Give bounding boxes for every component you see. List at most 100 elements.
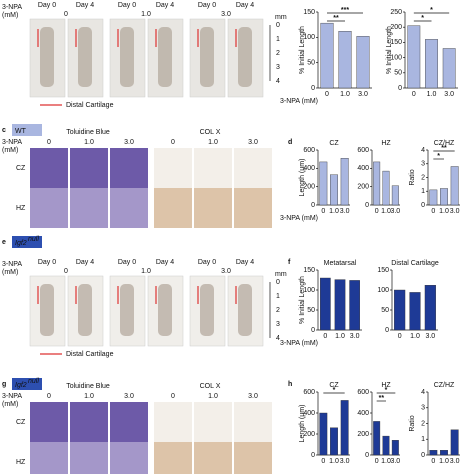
hz-region — [110, 442, 148, 474]
y-axis-label: Ratio — [409, 169, 416, 185]
specimen — [238, 284, 252, 336]
genotype: Igf2 — [15, 240, 27, 247]
genotype-sup: null — [28, 378, 39, 385]
x-tick-label: 3.0 — [444, 91, 454, 98]
significance: * — [437, 153, 440, 160]
bar — [407, 25, 421, 89]
zone-label: HZ — [16, 459, 26, 466]
y-axis-label: Length (μm) — [299, 405, 306, 443]
panel-letter: f — [288, 259, 291, 266]
x-tick-label: 3.0 — [340, 208, 350, 215]
chart-title: HZ — [381, 140, 391, 147]
npa-label: 3-NPA — [2, 139, 22, 146]
y-tick-label: 50 — [307, 307, 315, 314]
stain-label: Toluidine Blue — [66, 383, 110, 390]
x-tick-label: 3.0 — [358, 91, 368, 98]
bar — [320, 277, 331, 331]
x-tick-label: 0 — [325, 91, 329, 98]
chart-title: CZ/HZ — [434, 140, 455, 147]
dose-label: 3.0 — [124, 139, 134, 146]
y-tick-label: 0 — [311, 452, 315, 459]
x-tick-label: 1.0 — [427, 91, 437, 98]
y-axis-label: Ratio — [409, 415, 416, 431]
chart-title: Distal Cartilage — [391, 260, 439, 267]
day-label: Day 4 — [76, 259, 94, 266]
day-label: Day 4 — [156, 2, 174, 9]
y-tick-label: 200 — [390, 24, 402, 31]
day-label: Day 4 — [156, 259, 174, 266]
y-tick-label: 600 — [303, 147, 315, 154]
significance: ** — [333, 15, 339, 22]
y-axis-label: % Initial Length — [386, 26, 393, 74]
x-tick-label: 3.0 — [390, 208, 400, 215]
bar — [330, 174, 338, 206]
panel-letter: d — [288, 139, 292, 146]
bar — [391, 440, 399, 456]
x-tick-label: 0 — [412, 91, 416, 98]
specimen — [40, 284, 54, 336]
y-axis-label: Length (μm) — [299, 159, 306, 197]
hz-region — [70, 188, 108, 228]
day-label: Day 0 — [118, 2, 136, 9]
hz-region — [154, 188, 192, 228]
y-tick-label: 150 — [303, 9, 315, 16]
bar — [382, 170, 390, 206]
y-tick-label: 50 — [381, 307, 389, 314]
y-tick-label: 600 — [357, 389, 369, 396]
npa-unit: (mM) — [2, 147, 18, 154]
x-tick-label: 0 — [398, 333, 402, 340]
panel-letter: g — [2, 381, 6, 388]
hz-region — [234, 442, 272, 474]
x-tick-label: 1.0 — [340, 91, 350, 98]
scale-tick: 1 — [276, 293, 280, 300]
day-label: Day 4 — [236, 2, 254, 9]
specimen — [238, 27, 252, 87]
npa-unit: (mM) — [2, 401, 18, 408]
day-label: Day 0 — [118, 259, 136, 266]
day-label: Day 0 — [38, 2, 56, 9]
x-tick-label: 1.0 — [439, 458, 449, 465]
specimen — [120, 27, 134, 87]
x-tick-label: 3.0 — [350, 333, 360, 340]
y-tick-label: 600 — [303, 389, 315, 396]
stain-label: Toluidine Blue — [66, 129, 110, 136]
x-tick-label: 0 — [321, 458, 325, 465]
y-tick-label: 600 — [357, 147, 369, 154]
day-label: Day 0 — [38, 259, 56, 266]
bar — [425, 39, 438, 89]
stain-label: COL X — [200, 129, 221, 136]
y-tick-label: 50 — [307, 60, 315, 67]
x-tick-label: 1.0 — [381, 208, 391, 215]
significance: * — [385, 387, 388, 394]
scale-tick: 2 — [276, 50, 280, 57]
y-tick-label: 50 — [394, 70, 402, 77]
bar — [349, 280, 360, 331]
y-tick-label: 100 — [377, 287, 389, 294]
dose-label: 3.0 — [248, 139, 258, 146]
dose-label: 3.0 — [124, 393, 134, 400]
specimen — [158, 284, 172, 336]
x-tick-label: 1.0 — [329, 208, 339, 215]
y-tick-label: 3 — [421, 161, 425, 168]
bar — [320, 22, 334, 89]
y-tick-label: 0 — [311, 85, 315, 92]
zone-label: CZ — [16, 165, 26, 172]
genotype: WT — [15, 128, 27, 135]
x-tick-label: 3.0 — [390, 458, 400, 465]
y-axis-label: % Initial Length — [299, 276, 306, 324]
npa-label: 3-NPA — [2, 393, 22, 400]
y-tick-label: 200 — [357, 184, 369, 191]
scale-unit: mm — [275, 14, 287, 21]
y-tick-label: 200 — [357, 431, 369, 438]
scale-tick: 3 — [276, 64, 280, 71]
panel-letter: e — [2, 239, 6, 246]
hz-region — [194, 442, 232, 474]
x-axis-label: 3-NPA (mM) — [280, 215, 318, 222]
chart-title: HZ — [381, 382, 391, 389]
specimen — [78, 27, 92, 87]
bar — [373, 421, 381, 456]
y-tick-label: 1 — [421, 188, 425, 195]
legend-label: Distal Cartilage — [66, 351, 114, 358]
npa-label: 3-NPA — [2, 261, 22, 268]
y-tick-label: 400 — [303, 165, 315, 172]
